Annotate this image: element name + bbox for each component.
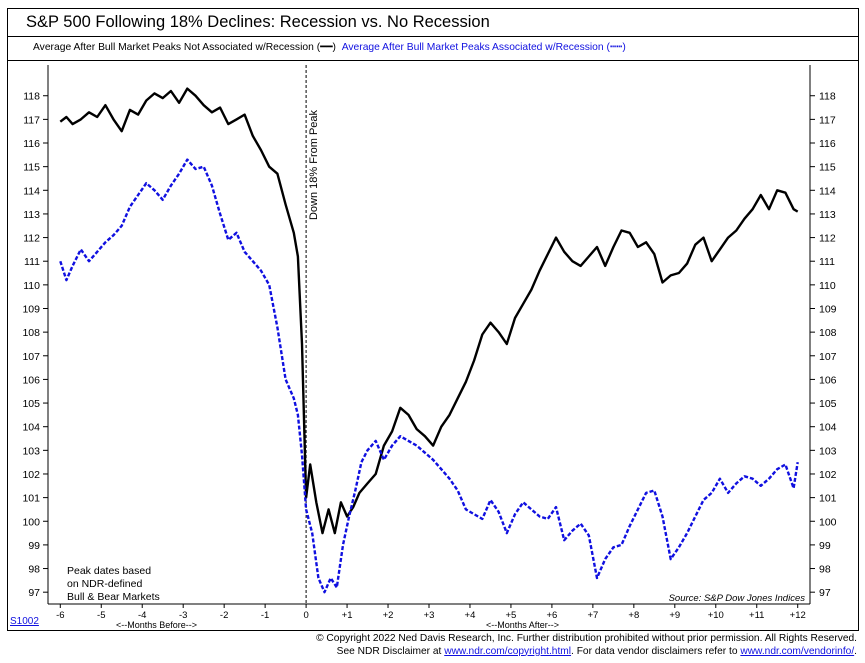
x-tick-label: +6	[546, 610, 557, 621]
y-tick-label-left: 100	[22, 516, 40, 528]
copyright-line: © Copyright 2022 Ned Davis Research, Inc…	[316, 633, 857, 644]
x-tick-label: -3	[179, 610, 187, 621]
y-tick-label-right: 111	[819, 256, 835, 268]
title-divider	[7, 36, 859, 37]
months-after-label: <--Months After-->	[486, 620, 560, 630]
x-tick-label: +3	[424, 610, 435, 621]
y-tick-label-left: 109	[22, 303, 40, 315]
y-tick-label-right: 98	[819, 564, 831, 576]
y-tick-label-right: 118	[819, 91, 836, 103]
x-tick-label: -6	[56, 610, 64, 621]
y-tick-label-right: 99	[819, 540, 831, 552]
x-tick-label: -5	[97, 610, 105, 621]
legend-divider	[7, 60, 859, 61]
y-tick-label-left: 118	[23, 91, 40, 103]
y-tick-label-left: 117	[23, 114, 40, 126]
y-axis-left: 97 98 99 100 101 102 103 104 105 106 107 108 109 110 1…	[22, 65, 49, 604]
y-tick-label-left: 108	[22, 327, 40, 339]
x-tick-label: +12	[790, 610, 806, 621]
y-tick-label-right: 100	[819, 516, 837, 528]
y-tick-label-left: 115	[23, 162, 40, 174]
chart-title: S&P 500 Following 18% Declines: Recessio…	[26, 13, 490, 31]
x-tick-label: -1	[261, 610, 269, 621]
y-tick-label-right: 116	[819, 138, 836, 150]
y-tick-label-right: 107	[819, 351, 837, 363]
disclaimer-text-a: See NDR Disclaimer at	[336, 645, 445, 657]
y-tick-label-left: 103	[22, 445, 40, 457]
y-tick-label-right: 105	[819, 398, 837, 410]
y-tick-label-right: 104	[819, 422, 837, 434]
x-tick-label: 0	[303, 610, 308, 621]
y-axis-right: 97 98 99 100 101 102 103 104 105 106 107 108 109 110 1…	[809, 65, 837, 604]
y-tick-label-left: 106	[22, 374, 40, 386]
legend-key-recession: (┅┅)	[606, 42, 626, 53]
x-axis: -6 -5 -4 -3 -2 -1 0 +1 +2 +3 +4 +5 +6 +7 +8 +9 +10 +11 +12	[48, 603, 810, 621]
series-code-link[interactable]: S1002	[10, 616, 39, 627]
y-tick-label-left: 102	[22, 469, 40, 481]
copyright-notice: © Copyright 2022 Ned Davis Research, Inc…	[316, 633, 857, 658]
y-tick-label-left: 111	[24, 256, 40, 268]
peak-note-line-3: Bull & Bear Markets	[67, 591, 160, 603]
vendor-info-link[interactable]: www.ndr.com/vendorinfo/	[740, 645, 855, 657]
legend-label-recession: Average After Bull Market Peaks Associat…	[341, 42, 604, 53]
legend-label-no-recession: Average After Bull Market Peaks Not Asso…	[33, 42, 314, 53]
chart-frame	[7, 8, 859, 631]
y-tick-label-right: 108	[819, 327, 837, 339]
y-tick-label-left: 104	[22, 422, 40, 434]
x-tick-label: +9	[669, 610, 680, 621]
y-tick-label-left: 97	[28, 587, 40, 599]
x-tick-label: +5	[506, 610, 517, 621]
y-tick-label-left: 116	[23, 138, 40, 150]
y-tick-label-left: 112	[23, 233, 40, 245]
x-tick-label: +2	[383, 610, 394, 621]
source-note: Source: S&P Dow Jones Indices	[669, 593, 806, 604]
disclaimer-text-b: . For data vendor disclaimers refer to	[571, 645, 741, 657]
peak-note-line-2: on NDR-defined	[67, 578, 142, 590]
copyright-link[interactable]: www.ndr.com/copyright.html	[444, 645, 572, 657]
y-tick-label-left: 113	[23, 209, 40, 221]
legend: Average After Bull Market Peaks Not Asso…	[33, 41, 626, 53]
y-tick-label-right: 106	[819, 374, 837, 386]
x-tick-label: +1	[342, 610, 353, 621]
series-line-recession	[59, 158, 799, 594]
y-tick-label-right: 110	[819, 280, 836, 292]
y-tick-label-left: 114	[23, 185, 40, 197]
y-tick-label-left: 110	[23, 280, 40, 292]
disclaimer-text-c: .	[854, 645, 857, 657]
legend-key-no-recession: (━━)	[316, 42, 336, 53]
x-tick-label: +11	[749, 610, 764, 621]
months-before-label: <--Months Before-->	[116, 620, 198, 630]
x-tick-label: +4	[465, 610, 476, 621]
y-tick-label-right: 97	[819, 587, 831, 599]
y-tick-label-right: 103	[819, 445, 837, 457]
y-tick-label-right: 112	[819, 233, 836, 245]
x-tick-label: +7	[587, 610, 598, 621]
x-tick-label: -2	[220, 610, 228, 621]
series-layer	[59, 87, 799, 594]
y-tick-label-right: 102	[819, 469, 837, 481]
y-tick-label-left: 99	[28, 540, 40, 552]
disclaimer-line: See NDR Disclaimer at www.ndr.com/copyri…	[316, 646, 857, 659]
event-label: Down 18% From Peak	[308, 109, 320, 220]
y-tick-label-right: 113	[819, 209, 836, 221]
y-tick-label-left: 98	[28, 564, 40, 576]
y-tick-label-right: 109	[819, 303, 837, 315]
series-line-no-recession	[59, 87, 799, 535]
y-tick-label-right: 114	[819, 185, 836, 197]
y-tick-label-right: 115	[819, 162, 836, 174]
y-tick-label-left: 105	[22, 398, 40, 410]
y-tick-label-right: 101	[819, 493, 837, 505]
x-tick-label: -4	[138, 610, 146, 621]
x-tick-label: +8	[628, 610, 639, 621]
y-tick-label-right: 117	[819, 114, 836, 126]
y-tick-label-left: 107	[22, 351, 40, 363]
x-tick-label: +10	[708, 610, 724, 621]
y-tick-label-left: 101	[22, 493, 40, 505]
peak-note-line-1: Peak dates based	[67, 565, 151, 577]
